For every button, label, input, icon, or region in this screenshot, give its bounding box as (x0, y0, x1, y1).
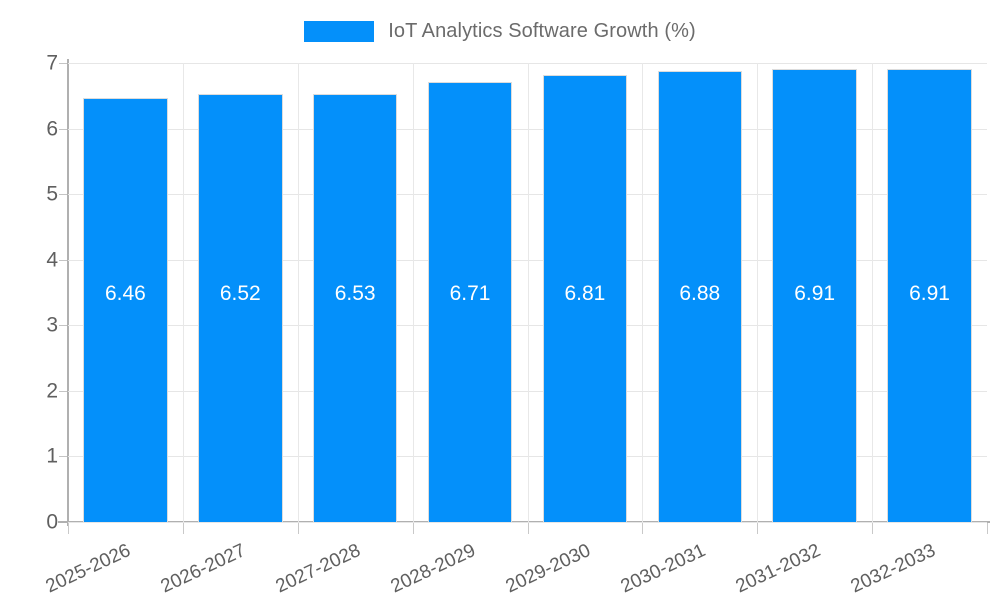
y-axis-line (67, 59, 69, 526)
y-gridline (68, 194, 987, 196)
bar-value-label: 6.52 (219, 281, 261, 305)
x-gridline (528, 63, 529, 522)
x-tick-mark (642, 523, 643, 534)
chart-legend: IoT Analytics Software Growth (%) (0, 14, 1000, 48)
y-axis-labels: 0 1 2 3 4 5 6 7 (0, 0, 67, 600)
x-tick-mark (413, 523, 414, 534)
bar[interactable] (198, 94, 283, 522)
y-tick-label: 3 (46, 313, 58, 337)
x-tick-mark (872, 523, 873, 534)
x-tick-mark (68, 523, 69, 534)
bar[interactable] (542, 75, 628, 522)
y-tick-mark (59, 194, 67, 196)
y-gridline (68, 456, 987, 458)
y-tick-label: 5 (46, 182, 58, 206)
y-gridline (68, 390, 987, 392)
y-tick-label: 6 (46, 117, 58, 141)
bar-value-label: 6.91 (909, 281, 950, 305)
y-tick-mark (59, 259, 67, 261)
x-tick-mark (183, 523, 184, 534)
bar[interactable] (83, 98, 168, 522)
x-gridline (413, 63, 414, 522)
x-gridline (642, 63, 643, 522)
bar-value-label: 6.88 (679, 281, 721, 305)
bar[interactable] (772, 68, 857, 522)
bar[interactable] (887, 68, 972, 522)
plot-area: 6.46 6.52 6.53 6.71 6.81 6.88 6.91 6.91 (68, 63, 987, 523)
x-tick-label: 2030-2031 (617, 540, 709, 598)
x-tick-label: 2028-2029 (387, 540, 479, 598)
x-tick-label: 2026-2027 (157, 540, 250, 598)
x-tick-mark (528, 523, 529, 534)
legend-series-label: IoT Analytics Software Growth (%) (388, 19, 696, 42)
bar[interactable] (312, 93, 398, 522)
y-gridline (68, 128, 987, 130)
y-tick-label: 1 (46, 444, 58, 468)
x-gridline (757, 63, 758, 522)
y-tick-label: 0 (46, 510, 58, 534)
x-tick-mark (298, 523, 299, 534)
bar-value-label: 6.71 (449, 281, 491, 305)
x-tick-label: 2032-2033 (847, 540, 939, 598)
x-gridline (183, 63, 184, 522)
legend-color-swatch (304, 20, 375, 42)
y-gridline (68, 522, 987, 523)
x-gridline (298, 63, 299, 522)
y-gridline (68, 259, 987, 261)
bar[interactable] (657, 70, 743, 522)
bar[interactable] (427, 82, 513, 522)
x-tick-label: 2029-2030 (502, 540, 594, 598)
x-gridline (872, 63, 873, 522)
bar-value-label: 6.81 (564, 281, 606, 305)
y-tick-label: 7 (46, 51, 58, 75)
x-tick-mark (757, 523, 758, 534)
y-tick-mark (59, 325, 67, 327)
bar-value-label: 6.53 (334, 281, 376, 305)
y-tick-mark (59, 390, 67, 392)
y-tick-mark (59, 456, 67, 458)
y-gridline (68, 325, 987, 327)
y-tick-label: 4 (46, 248, 58, 272)
y-tick-mark (59, 128, 67, 130)
y-gridline (68, 63, 987, 64)
x-tick-mark (987, 523, 988, 534)
x-tick-label: 2031-2032 (732, 540, 824, 598)
y-tick-label: 2 (46, 379, 58, 403)
bar-value-label: 6.46 (104, 281, 146, 305)
bar-value-label: 6.91 (794, 281, 836, 305)
x-tick-label: 2027-2028 (272, 540, 365, 598)
y-tick-mark (59, 63, 67, 64)
